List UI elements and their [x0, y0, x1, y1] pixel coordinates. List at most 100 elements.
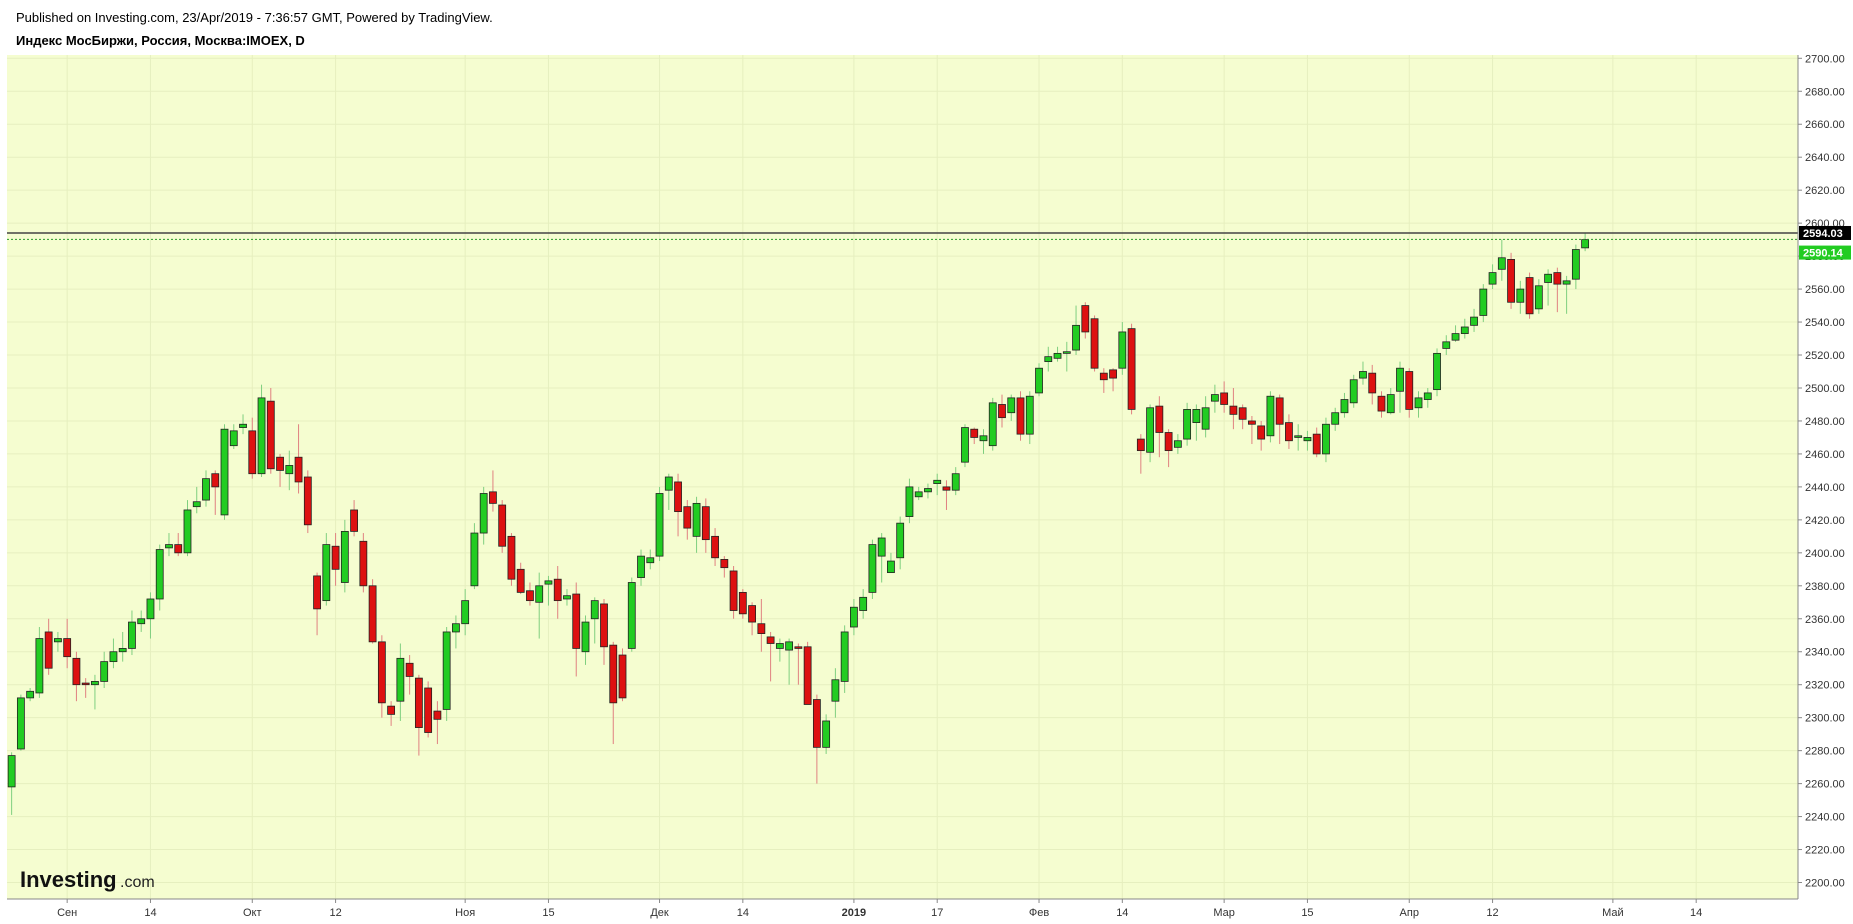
candle	[1109, 368, 1117, 392]
candle	[350, 500, 358, 537]
candle-body	[81, 682, 90, 686]
candle-body	[276, 456, 284, 471]
candle-body	[63, 638, 72, 658]
candle-body	[183, 509, 192, 554]
candle	[1053, 346, 1062, 362]
candle-body	[1340, 399, 1349, 414]
x-tick-label: 14	[737, 907, 749, 919]
candle	[1229, 387, 1238, 430]
candle-body	[1405, 371, 1414, 410]
x-tick-label: 15	[1301, 907, 1313, 919]
candle	[664, 473, 673, 510]
x-tick-label: 2019	[842, 907, 866, 919]
candle	[470, 523, 479, 590]
candle	[239, 414, 247, 435]
candle-body	[1396, 367, 1404, 392]
candle	[7, 752, 16, 815]
candle-body	[831, 679, 840, 702]
x-tick-label: Ноя	[455, 907, 475, 919]
x-tick-label: 14	[144, 907, 156, 919]
candle-body	[683, 506, 692, 529]
candle	[303, 470, 312, 534]
y-tick-label: 2520.00	[1805, 350, 1845, 362]
candle-body	[998, 404, 1006, 419]
candle	[831, 668, 840, 718]
candle-body	[775, 643, 784, 649]
candle-body	[359, 540, 368, 587]
candle-body	[794, 646, 803, 649]
candle-body	[1581, 239, 1590, 249]
candle-body	[711, 535, 719, 559]
candle-body	[1210, 394, 1219, 402]
candle	[1423, 387, 1432, 408]
candle	[331, 533, 340, 586]
candle	[1571, 244, 1580, 290]
candle-body	[285, 465, 294, 475]
candle-body	[1414, 397, 1423, 409]
candle	[563, 589, 571, 606]
candle	[1368, 364, 1377, 405]
candle-body	[1127, 328, 1136, 410]
candle	[489, 470, 497, 512]
candle	[1377, 391, 1386, 418]
candle	[812, 694, 821, 784]
candle-body	[535, 585, 544, 603]
candle	[1303, 430, 1312, 451]
candle	[526, 582, 534, 606]
candle	[322, 533, 331, 606]
y-tick-label: 2540.00	[1805, 317, 1845, 329]
candle-body	[692, 502, 701, 537]
price-lines	[7, 232, 1798, 240]
candle-body	[322, 544, 331, 602]
candle	[766, 631, 775, 682]
y-tick-label: 2300.00	[1805, 713, 1845, 725]
candle	[146, 592, 155, 639]
candle-body	[1460, 326, 1469, 334]
candle	[1349, 374, 1358, 408]
candle-body	[165, 544, 173, 549]
candle	[637, 549, 645, 586]
candle-body	[192, 501, 201, 508]
candle-body	[257, 397, 266, 475]
candle-body	[1146, 407, 1154, 453]
candle	[803, 641, 812, 705]
candle	[1562, 275, 1571, 314]
candle	[461, 589, 470, 636]
candle-body	[470, 532, 479, 587]
candle	[701, 498, 710, 553]
candle	[359, 533, 368, 593]
candle	[1488, 264, 1497, 290]
plot-area[interactable]	[7, 55, 1798, 899]
candle	[1035, 363, 1043, 397]
x-tick-label: Сен	[57, 907, 77, 919]
candle-body	[600, 603, 608, 648]
candle	[1414, 391, 1423, 418]
candle	[1470, 308, 1478, 332]
candle	[840, 625, 849, 693]
candle	[405, 655, 414, 695]
candle	[192, 486, 201, 514]
y-tick-label: 2380.00	[1805, 581, 1845, 593]
candle-body	[970, 428, 979, 438]
x-tick-label: Апр	[1400, 907, 1419, 919]
y-tick-label: 2480.00	[1805, 416, 1845, 428]
candle	[1322, 417, 1330, 463]
candle-body	[961, 427, 969, 463]
candles-layer	[7, 233, 1590, 815]
candle-body	[128, 621, 136, 649]
x-tick-label: 14	[1116, 907, 1128, 919]
candle-body	[840, 631, 849, 682]
candle	[1146, 404, 1154, 463]
candle-body	[1275, 397, 1284, 425]
candle-body	[350, 509, 358, 532]
candle	[590, 597, 599, 644]
candle	[424, 681, 433, 738]
candle-body	[248, 430, 257, 475]
candle	[118, 631, 127, 662]
candle	[285, 450, 294, 491]
candle-body	[155, 549, 164, 600]
candle-body	[211, 473, 220, 488]
candle-body	[1248, 420, 1256, 425]
candle-body	[1155, 405, 1164, 433]
